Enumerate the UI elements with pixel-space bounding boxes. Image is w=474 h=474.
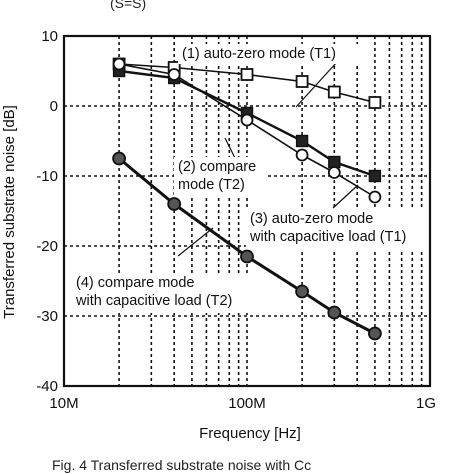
data-point [167,197,182,211]
leader-line [295,61,338,108]
data-point [240,68,254,81]
data-point [368,190,382,204]
x-axis-label: Frequency [Hz] [199,425,301,442]
annotation-text: (2) compare [178,159,256,175]
y-tick-label: -30 [36,308,58,325]
series-3 [112,57,382,204]
data-point [327,166,341,179]
annotation-bg [72,273,270,313]
series-1 [112,57,382,109]
series-4 [112,151,382,341]
annotation-text: mode (T2) [178,177,245,193]
annotation-leaders [177,61,359,257]
series-line [118,69,376,178]
data-point [328,155,341,169]
plot-frame [62,34,432,388]
series-line [118,63,376,198]
annotation-bg [246,209,444,249]
data-point [167,68,181,81]
leader-line [332,184,359,209]
annotation-text: (4) compare mode [76,275,194,291]
data-point [295,134,309,148]
data-point [368,326,382,341]
y-tick-label: -10 [36,168,58,185]
x-tick-label: 1G [416,395,436,412]
data-point [295,148,309,162]
data-point [112,57,126,71]
data-point [327,85,341,99]
y-tick-label: 0 [50,98,58,115]
top-fragment: (S=S) [110,0,146,11]
annotation-text: with capacitive load (T2) [75,293,232,309]
y-tick-label: 10 [41,28,58,45]
annotation-text: (1) auto-zero mode (T1) [182,46,336,62]
data-point [240,113,254,127]
data-point [327,305,342,320]
data-point [295,284,309,299]
figure-caption: Fig. 4 Transferred substrate noise with … [52,457,311,473]
data-point [295,75,309,88]
annotation-text: with capacitive load (T1) [249,229,406,245]
data-point [240,249,254,264]
data-point [368,169,382,183]
data-point [368,96,382,109]
y-tick-label: -40 [36,378,58,395]
leader-line [177,227,214,257]
annotation-text: (3) auto-zero mode [250,211,373,227]
annotations: (1) auto-zero mode (T1) (2) compare mode (… [72,44,444,313]
series-layer [112,57,382,341]
y-tick-label: -20 [36,238,58,255]
x-tick-label: 10M [49,395,78,412]
data-point [112,151,126,166]
annotation-bg [178,44,361,64]
series-line [119,63,376,104]
series-line [118,157,376,335]
x-tick-label: 100M [228,395,266,412]
y-axis-label: Transferred substrate noise [dB] [1,105,18,319]
annotation-bg [174,157,266,197]
